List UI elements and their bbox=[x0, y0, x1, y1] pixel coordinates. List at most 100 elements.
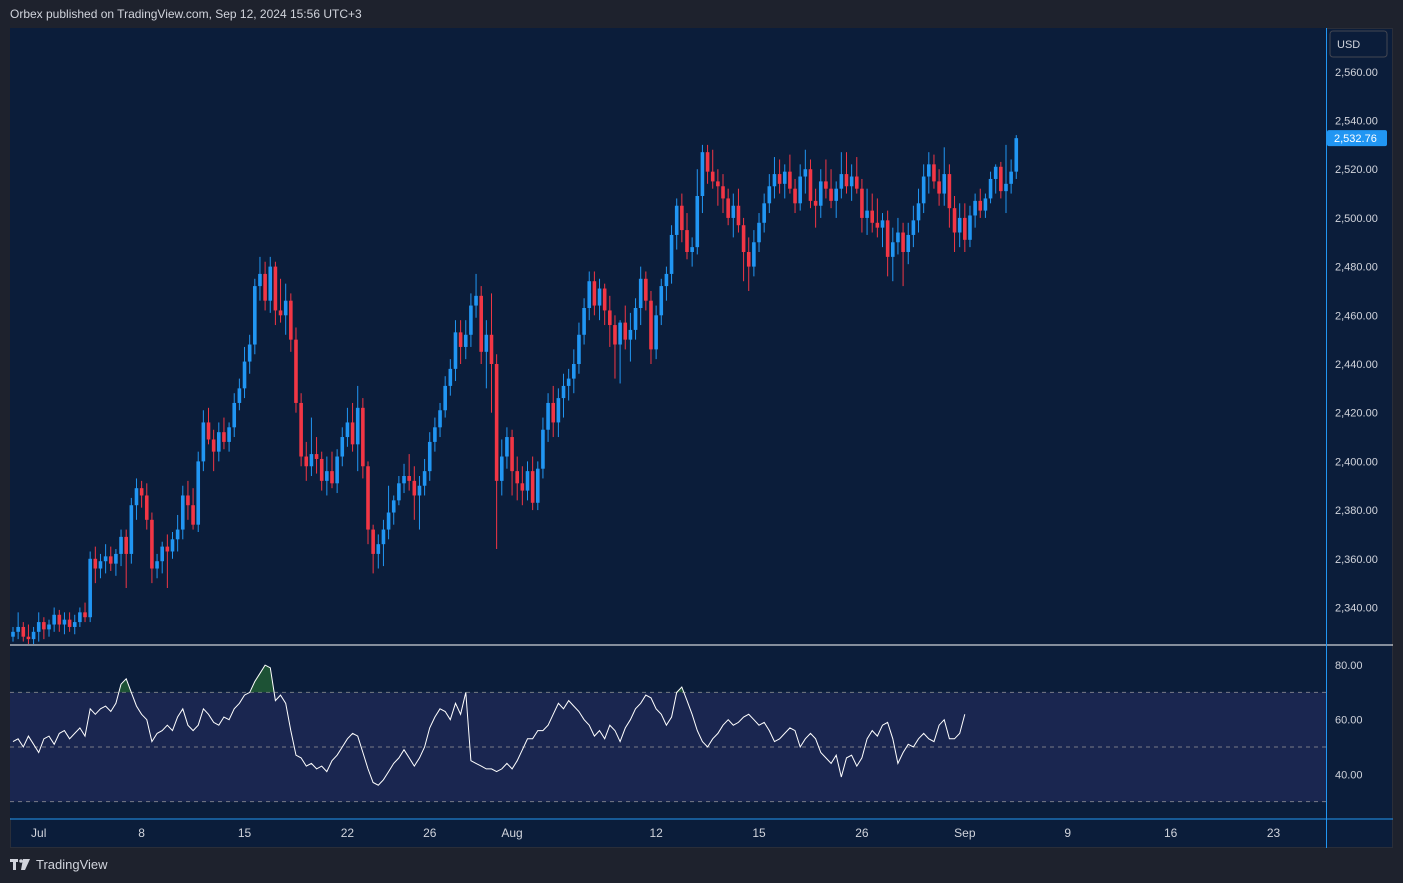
candle-body bbox=[793, 188, 797, 204]
candle-body bbox=[535, 468, 540, 503]
candle-body bbox=[330, 471, 334, 484]
candle bbox=[752, 230, 756, 277]
publish-attribution: Orbex published on TradingView.com, Sep … bbox=[10, 7, 362, 21]
candle bbox=[566, 368, 571, 401]
candle-body bbox=[644, 278, 648, 301]
last-price-bg bbox=[1327, 130, 1387, 147]
tradingview-logo-icon[interactable] bbox=[10, 859, 30, 871]
candle-body bbox=[144, 495, 149, 520]
candle-body bbox=[901, 232, 905, 252]
price-axis[interactable]: 2,340.00 2,360.00 2,380.00 2,400.00 2,420.00… bbox=[1327, 30, 1388, 781]
candle-body bbox=[788, 171, 792, 189]
candle-body bbox=[654, 315, 658, 350]
candle-body bbox=[515, 471, 520, 484]
time-axis[interactable]: Jul 8 15 22 26 Aug 12 15 26 Sep 9 16 23 bbox=[31, 826, 1280, 840]
candle-body bbox=[767, 186, 772, 204]
candle bbox=[818, 169, 823, 218]
candle-body bbox=[31, 631, 36, 640]
candle-body bbox=[572, 364, 576, 379]
time-tick-label: Jul bbox=[31, 826, 46, 840]
candle-body bbox=[638, 278, 643, 308]
candle-body bbox=[443, 385, 447, 411]
candle bbox=[258, 256, 262, 301]
time-tick-label: 26 bbox=[855, 826, 869, 840]
candle-body bbox=[947, 174, 952, 209]
candle bbox=[463, 320, 468, 360]
candle bbox=[144, 483, 149, 530]
candle-body bbox=[885, 220, 890, 257]
candle bbox=[350, 402, 355, 452]
candle-body bbox=[988, 178, 993, 199]
candle bbox=[330, 451, 334, 489]
candle bbox=[397, 476, 401, 506]
candle-body bbox=[875, 222, 880, 228]
candle bbox=[520, 466, 525, 506]
candle-body bbox=[623, 322, 628, 340]
candle bbox=[242, 346, 247, 399]
candle bbox=[165, 534, 170, 588]
candle-body bbox=[283, 300, 288, 316]
candle-body bbox=[592, 281, 597, 306]
chart-canvas[interactable]: 2,340.00 2,360.00 2,380.00 2,400.00 2,420.00… bbox=[10, 28, 1393, 848]
candle bbox=[669, 225, 674, 284]
candle-body bbox=[633, 308, 638, 330]
candle-body bbox=[325, 471, 329, 481]
brand-label[interactable]: TradingView bbox=[36, 857, 108, 872]
candle bbox=[885, 210, 890, 277]
candle bbox=[741, 217, 746, 282]
candle-body bbox=[700, 152, 705, 196]
candle-body bbox=[983, 198, 988, 211]
candle bbox=[834, 181, 838, 218]
candle-body bbox=[108, 556, 113, 564]
candle-body bbox=[222, 432, 226, 442]
candle bbox=[443, 376, 447, 418]
candle-body bbox=[247, 344, 252, 362]
candle bbox=[83, 602, 87, 623]
candle bbox=[597, 278, 602, 321]
currency-selector[interactable]: USD bbox=[1329, 30, 1388, 58]
candle bbox=[160, 541, 165, 574]
candle bbox=[180, 485, 185, 540]
candle bbox=[335, 449, 339, 494]
candle-body bbox=[525, 471, 530, 491]
candle bbox=[57, 609, 62, 632]
candle-body bbox=[386, 512, 391, 530]
candle-body bbox=[134, 488, 139, 506]
candle-body bbox=[47, 624, 51, 630]
candle bbox=[849, 164, 854, 201]
candle-body bbox=[844, 174, 849, 187]
candle bbox=[78, 607, 82, 627]
candle-body bbox=[129, 505, 134, 554]
candle-body bbox=[366, 466, 370, 530]
candle bbox=[638, 266, 643, 326]
candle-body bbox=[942, 174, 947, 194]
candle-body bbox=[659, 286, 664, 316]
candle bbox=[710, 149, 715, 189]
candle bbox=[793, 178, 797, 214]
candles-group bbox=[11, 135, 1019, 644]
candle bbox=[942, 147, 947, 206]
candle bbox=[968, 205, 972, 248]
candle-body bbox=[175, 529, 180, 540]
candle bbox=[705, 144, 710, 184]
candle-body bbox=[217, 432, 221, 452]
rsi-tick-label: 40.00 bbox=[1335, 769, 1363, 781]
candle-body bbox=[798, 176, 802, 204]
candle bbox=[16, 612, 20, 640]
candle-body bbox=[150, 519, 154, 569]
candle-body bbox=[860, 188, 864, 218]
candle bbox=[222, 417, 226, 450]
candle bbox=[196, 451, 201, 532]
candle bbox=[628, 312, 633, 362]
time-tick-label: 15 bbox=[752, 826, 766, 840]
candle-body bbox=[999, 166, 1003, 192]
candle bbox=[700, 144, 705, 214]
candle-body bbox=[52, 614, 56, 625]
candle-body bbox=[263, 273, 267, 301]
rsi-series bbox=[12, 664, 966, 786]
candle-body bbox=[1014, 138, 1019, 172]
candle bbox=[340, 427, 345, 467]
candle-body bbox=[746, 252, 751, 267]
candle-body bbox=[314, 454, 319, 459]
candle bbox=[808, 159, 813, 209]
